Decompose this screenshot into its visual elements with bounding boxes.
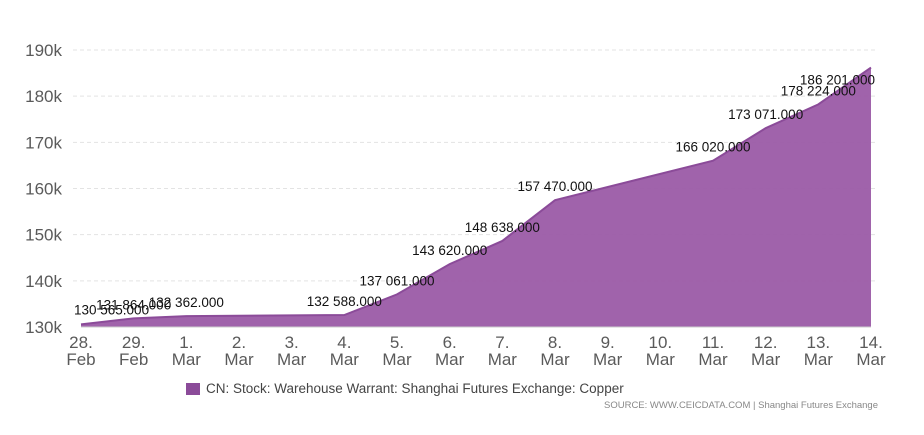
legend[interactable]: CN: Stock: Warehouse Warrant: Shanghai F… [186, 381, 624, 396]
x-tick-label: 5. Mar [382, 333, 412, 369]
area-series [80, 66, 872, 328]
data-label: 143 620.000 [412, 243, 487, 258]
data-label: 137 061.000 [359, 273, 434, 288]
x-tick-label: 9. Mar [593, 333, 623, 369]
y-tick-label: 180k [25, 87, 62, 106]
x-tick-label: 3. Mar [277, 333, 307, 369]
y-tick-label: 140k [25, 272, 62, 291]
x-tick-label: 29. Feb [119, 333, 148, 369]
x-tick-label: 12. Mar [751, 333, 781, 369]
y-tick-label: 150k [25, 226, 62, 245]
data-label: 178 224.000 [781, 83, 856, 98]
data-label: 131 864.000 [96, 297, 171, 312]
y-tick-label: 190k [25, 41, 62, 60]
legend-swatch [186, 382, 200, 395]
x-tick-label: 28. Feb [66, 333, 95, 369]
data-label: 157 470.000 [517, 179, 592, 194]
y-tick-label: 130k [25, 318, 62, 337]
data-label: 130 565.000 [74, 302, 149, 317]
x-tick-label: 7. Mar [488, 333, 518, 369]
y-axis: 130k 140k 150k 160k 170k 180k 190k [25, 41, 62, 337]
data-label: 148 638.000 [465, 220, 540, 235]
legend-label: CN: Stock: Warehouse Warrant: Shanghai F… [206, 381, 624, 396]
x-tick-label: 1. Mar [172, 333, 202, 369]
y-tick-label: 170k [25, 133, 62, 152]
series-area [81, 67, 871, 327]
x-tick-label: 11. Mar [698, 333, 728, 369]
data-label: 132 588.000 [307, 294, 382, 309]
x-tick-label: 6. Mar [435, 333, 465, 369]
series-line [80, 66, 872, 326]
x-tick-label: 8. Mar [540, 333, 570, 369]
x-tick-label: 4. Mar [330, 333, 360, 369]
y-tick-label: 160k [25, 180, 62, 199]
data-label: 166 020.000 [675, 140, 750, 155]
data-label: 173 071.000 [728, 107, 803, 122]
data-label: 132 362.000 [149, 295, 224, 310]
x-tick-label: 13. Mar [804, 333, 834, 369]
source-note: SOURCE: WWW.CEICDATA.COM | Shanghai Futu… [604, 400, 878, 411]
data-label: 186 201.000 [800, 73, 875, 88]
x-tick-label: 14. Mar [856, 333, 886, 369]
x-axis: 28. Feb 29. Feb 1. Mar 2. Mar 3. Mar 4. Mar 5. Mar 6. M… [66, 333, 886, 369]
x-tick-label: 2. Mar [224, 333, 254, 369]
x-tick-label: 10. Mar [646, 333, 676, 369]
